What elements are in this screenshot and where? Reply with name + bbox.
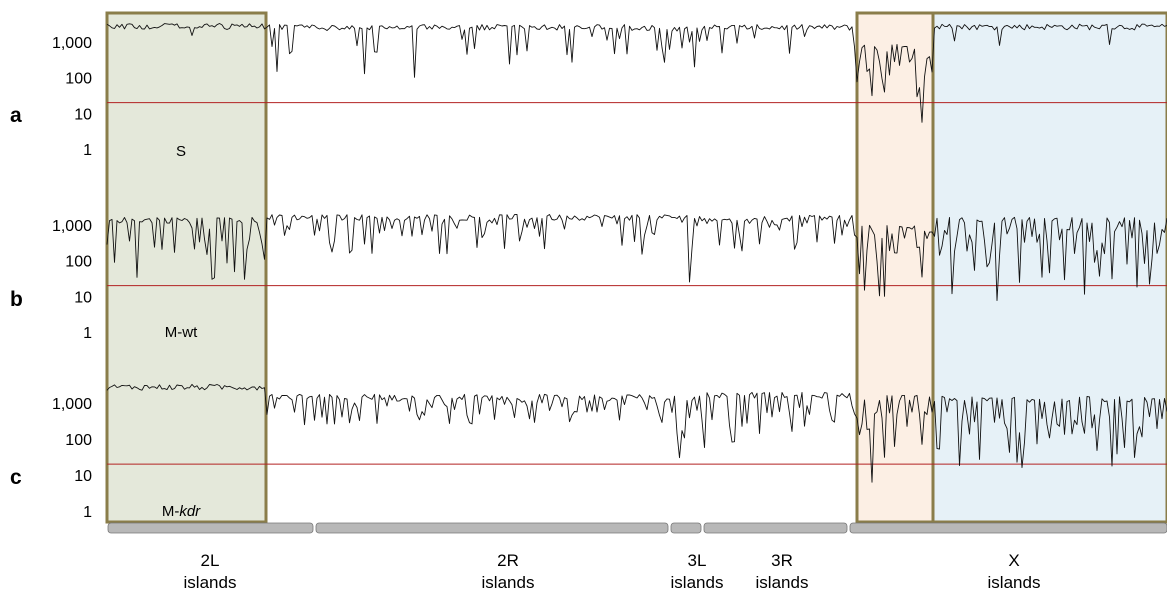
chrom-sub-3R: islands [756, 573, 809, 592]
chrom-label-X: X [1008, 551, 1019, 570]
sample-label-M-kdr: M-kdr [162, 503, 201, 520]
chrom-label-3L: 3L [688, 551, 707, 570]
chrom-bar-2R [315, 522, 669, 534]
y-tick-label: 10 [74, 468, 92, 485]
panel-letter-a: a [10, 104, 22, 127]
y-axis-tick-labels: 1 10 100 1,000 1 10 100 1,000 1 10 100 1,000 [52, 35, 92, 521]
coverage-trace-a [106, 23, 1167, 123]
chrom-bar-2L [107, 522, 314, 534]
y-tick-label: 100 [65, 71, 92, 88]
y-tick-label: 1 [83, 142, 92, 159]
chrom-sub-2R: islands [482, 573, 535, 592]
chrom-bar-3R [703, 522, 848, 534]
highlight-box-2L [105, 11, 268, 524]
coverage-traces [106, 23, 1167, 483]
chrom-label-3R: 3R [771, 551, 793, 570]
sample-label-S: S [176, 143, 186, 160]
sample-label-M-kdr-italic: kdr [179, 503, 201, 520]
chrom-label-2L: 2L [201, 551, 220, 570]
coverage-trace-b [106, 214, 1167, 301]
threshold-lines [107, 102, 1167, 465]
y-tick-label: 1,000 [52, 396, 92, 413]
y-tick-label: 1,000 [52, 35, 92, 52]
chrom-sub-3L: islands [671, 573, 724, 592]
chromosome-bars [107, 522, 1167, 534]
y-tick-label: 1,000 [52, 218, 92, 235]
highlight-boxes [105, 11, 1167, 524]
y-tick-label: 10 [74, 106, 92, 123]
panel-letter-b: b [10, 288, 23, 311]
y-tick-label: 1 [83, 504, 92, 521]
chrom-bar-3L [670, 522, 702, 534]
panel-letter-c: c [10, 466, 22, 489]
chrom-label-2R: 2R [497, 551, 519, 570]
sample-label-M-kdr-prefix: M- [162, 503, 180, 520]
chrom-sub-X: islands [988, 573, 1041, 592]
y-tick-label: 100 [65, 254, 92, 271]
sample-label-M-wt: M-wt [165, 324, 198, 341]
chrom-sub-2L: islands [184, 573, 237, 592]
coverage-trace-c [106, 383, 1167, 483]
y-tick-label: 10 [74, 289, 92, 306]
y-tick-label: 1 [83, 325, 92, 342]
chrom-bar-X [849, 522, 1167, 534]
y-tick-label: 100 [65, 432, 92, 449]
